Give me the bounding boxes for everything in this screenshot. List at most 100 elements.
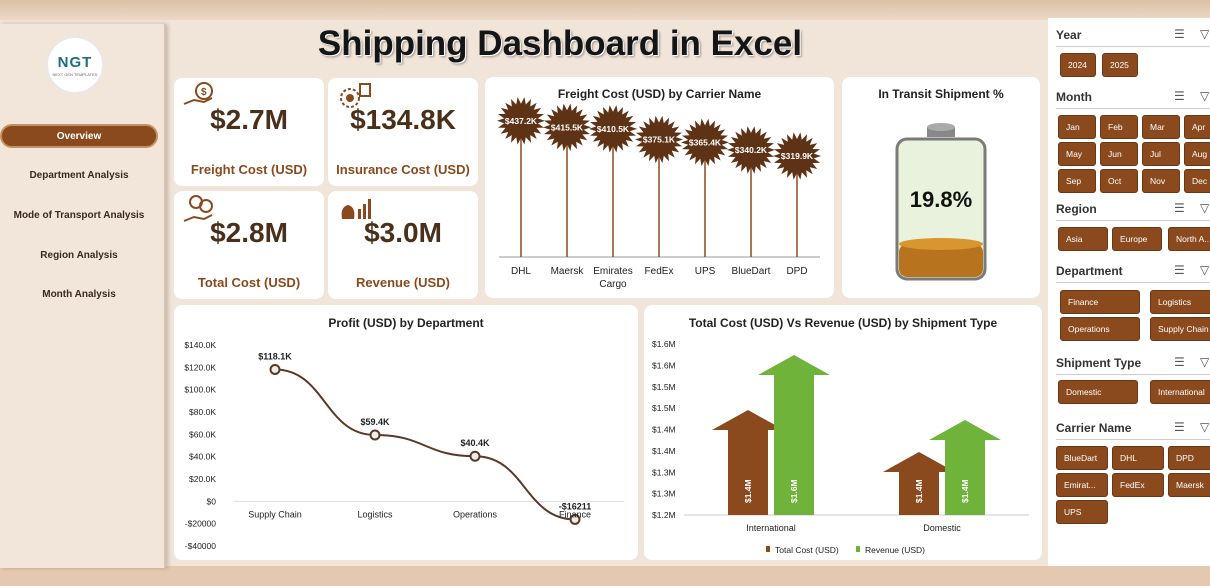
slicer-item-region[interactable]: North A... <box>1168 227 1210 251</box>
cost-arrow-bar <box>712 410 784 515</box>
y-tick-label: $1.3M <box>652 489 676 499</box>
slicer-item-month[interactable]: Jan <box>1058 115 1096 139</box>
slicer-item-department[interactable]: Finance <box>1060 290 1140 314</box>
y-tick-label: -$40000 <box>185 541 216 551</box>
clear-filter-icon[interactable]: ▽ <box>1200 355 1210 369</box>
slicer-item-region[interactable]: Europe <box>1112 227 1162 251</box>
multi-select-icon[interactable]: ☰ <box>1174 89 1185 103</box>
slicer-item-carrier-name[interactable]: Maersk <box>1168 473 1210 497</box>
slicer-item-department[interactable]: Logistics <box>1150 290 1210 314</box>
slicer-divider <box>1056 282 1210 283</box>
slicer-item-carrier-name[interactable]: BlueDart <box>1056 446 1108 470</box>
data-label: $1.4M <box>914 479 924 503</box>
slicer-item-month[interactable]: Dec <box>1184 169 1210 193</box>
slicer-title-carrier-name: Carrier Name <box>1056 421 1132 435</box>
chart-title: In Transit Shipment % <box>878 87 1004 101</box>
x-tick-label: DHL <box>511 266 531 277</box>
slicer-item-carrier-name[interactable]: DHL <box>1112 446 1164 470</box>
nav-overview[interactable]: Overview <box>0 124 158 148</box>
slicer-item-month[interactable]: Nov <box>1142 169 1180 193</box>
x-tick-label: Finance <box>559 509 591 519</box>
multi-select-icon[interactable]: ☰ <box>1174 355 1185 369</box>
clear-filter-icon[interactable]: ▽ <box>1200 201 1210 215</box>
slicer-item-month[interactable]: Oct <box>1100 169 1138 193</box>
y-tick-label: $1.4M <box>652 446 676 456</box>
slicer-item-month[interactable]: Jun <box>1100 142 1138 166</box>
slicer-divider <box>1056 108 1210 109</box>
slicer-item-carrier-name[interactable]: DPD <box>1168 446 1210 470</box>
nav-mode-of-transport-analysis[interactable]: Mode of Transport Analysis <box>13 209 145 221</box>
y-tick-label: $0 <box>207 496 217 506</box>
kpi-value: $134.8K <box>350 104 456 135</box>
y-tick-label: $1.6M <box>652 360 676 370</box>
data-label: $1.4M <box>743 479 753 503</box>
cost-revenue-chart-card: Total Cost (USD) Vs Revenue (USD) by Shi… <box>644 305 1042 560</box>
slicer-item-month[interactable]: May <box>1058 142 1096 166</box>
slicer-item-year[interactable]: 2024 <box>1060 53 1096 77</box>
logo-mark: NGT <box>57 53 93 71</box>
slicer-panel: Year ☰ ▽ 2024 2025 Month ☰ ▽ Jan Feb Mar Apr May Jun J… <box>1048 18 1210 566</box>
battery-gauge <box>895 123 987 281</box>
multi-select-icon[interactable]: ☰ <box>1174 27 1185 41</box>
battery-fill <box>899 244 983 277</box>
bar-starburst <box>497 97 545 145</box>
battery-cap-body <box>927 127 955 137</box>
clear-filter-icon[interactable]: ▽ <box>1200 420 1210 434</box>
in-transit-card: In Transit Shipment % 19.8% <box>842 77 1040 298</box>
y-tick-label: $140.0K <box>184 340 216 350</box>
x-tick-label: Operations <box>453 509 498 519</box>
slicer-item-month[interactable]: Sep <box>1058 169 1096 193</box>
slicer-item-shipment-type[interactable]: International <box>1150 380 1210 404</box>
x-tick-label: FedEx <box>645 266 674 277</box>
data-label: $118.1K <box>258 351 292 361</box>
clear-filter-icon[interactable]: ▽ <box>1200 89 1210 103</box>
coins-gear-icon <box>340 83 371 108</box>
nav-department-analysis[interactable]: Department Analysis <box>29 169 129 181</box>
kpi-card-revenue: $3.0M Revenue (USD) <box>328 191 478 299</box>
slicer-item-carrier-name[interactable]: Emirat... <box>1056 473 1108 497</box>
slicer-item-month[interactable]: Jul <box>1142 142 1180 166</box>
battery-fill-top <box>899 238 983 250</box>
kpi-label: Total Cost (USD) <box>197 275 301 290</box>
x-tick-label: Supply Chain <box>248 509 302 519</box>
freight-cost-chart: $437.2K DHL $415.5K Maersk $410.5K Emirates Ca… <box>497 97 821 290</box>
page-title: Shipping Dashboard in Excel <box>317 24 803 63</box>
slicer-item-month[interactable]: Apr <box>1184 115 1210 139</box>
hand-coins-icon <box>183 195 213 222</box>
slicer-item-department[interactable]: Operations <box>1060 317 1140 341</box>
slicer-title-shipment-type: Shipment Type <box>1056 356 1142 370</box>
clear-filter-icon[interactable]: ▽ <box>1200 27 1210 41</box>
slicer-item-month[interactable]: Aug <box>1184 142 1210 166</box>
nav-month-analysis[interactable]: Month Analysis <box>42 288 116 300</box>
data-point <box>469 450 481 462</box>
y-tick-label: $100.0K <box>184 385 216 395</box>
slicer-item-month[interactable]: Mar <box>1142 115 1180 139</box>
slicer-divider <box>1056 439 1210 440</box>
slicer-item-year[interactable]: 2025 <box>1102 53 1138 77</box>
multi-select-icon[interactable]: ☰ <box>1174 263 1185 277</box>
multi-select-icon[interactable]: ☰ <box>1174 201 1185 215</box>
nav-region-analysis[interactable]: Region Analysis <box>40 249 118 261</box>
chart-title: Freight Cost (USD) by Carrier Name <box>557 87 762 101</box>
x-tick-label: International <box>746 523 796 533</box>
chart-title: Total Cost (USD) Vs Revenue (USD) by Shi… <box>688 316 998 330</box>
kpi-label: Insurance Cost (USD) <box>336 162 470 177</box>
transit-value: 19.8% <box>909 187 973 212</box>
series-line <box>274 368 576 521</box>
data-label: $437.2K <box>505 116 538 126</box>
data-label: $1.6M <box>789 479 799 503</box>
clear-filter-icon[interactable]: ▽ <box>1200 263 1210 277</box>
slicer-item-shipment-type[interactable]: Domestic <box>1058 380 1138 404</box>
x-tick-label: Cargo <box>599 279 627 290</box>
slicer-item-month[interactable]: Feb <box>1100 115 1138 139</box>
slicer-item-carrier-name[interactable]: FedEx <box>1112 473 1164 497</box>
slicer-item-department[interactable]: Supply Chain <box>1150 317 1210 341</box>
slicer-item-carrier-name[interactable]: UPS <box>1056 500 1108 524</box>
slicer-title-year: Year <box>1056 28 1082 42</box>
x-tick-label: Emirates <box>593 266 632 277</box>
cost-revenue-chart: $1.6M $1.6M $1.5M $1.5M $1.4M $1.4M $1.3M $1.3M… <box>652 339 1029 555</box>
logo-sub: NEXT GEN TEMPLATES <box>52 71 98 77</box>
multi-select-icon[interactable]: ☰ <box>1174 420 1185 434</box>
data-label: $410.5K <box>597 124 630 134</box>
slicer-item-region[interactable]: Asia <box>1058 227 1108 251</box>
